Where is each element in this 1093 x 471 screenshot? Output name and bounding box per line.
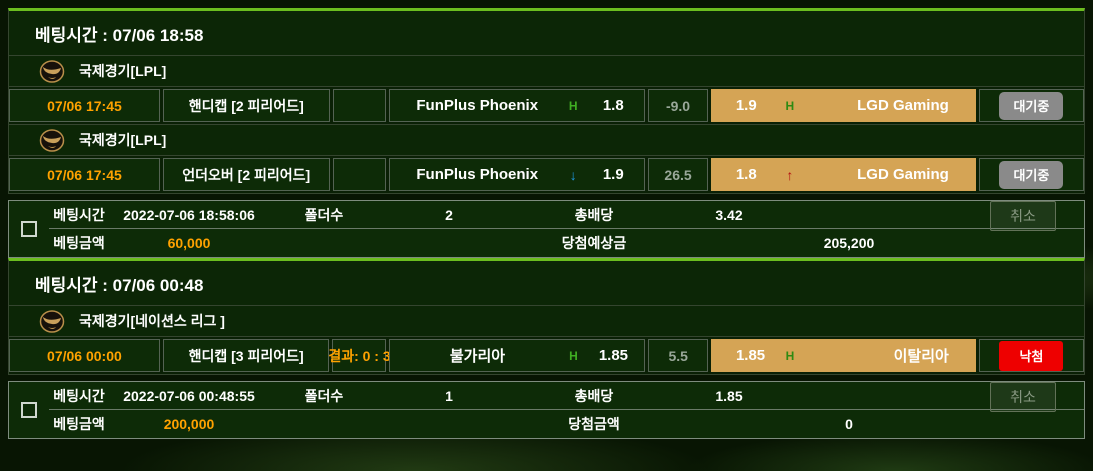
away-odds-cell-selected: 1.85 H 이탈리아 (710, 339, 976, 372)
league-name: 국제경기[LPL] (79, 132, 167, 148)
folders-label: 폴더수 (304, 387, 344, 404)
checkbox-cell (9, 201, 49, 257)
home-odds-cell: FunPlus Phoenix H 1.8 (389, 89, 646, 122)
match-row: 07/06 17:45 핸디캡 [2 피리어드] FunPlus Phoenix… (9, 87, 1084, 124)
league-name: 국제경기[LPL] (79, 63, 167, 79)
home-team-name: FunPlus Phoenix (416, 97, 539, 114)
summary-row: 베팅시간 2022-07-06 00:48:55 폴더수 1 총배당 1.85 (49, 382, 1084, 410)
handicap-line: 5.5 (648, 339, 708, 372)
odds-down-arrow-icon: ↓ (569, 166, 577, 183)
select-bet-checkbox[interactable] (21, 402, 37, 418)
win-amount-label: 당첨금액 (568, 416, 620, 432)
summary-row: 베팅금액 200,000 당첨금액 0 (49, 410, 1084, 438)
match-result: 결과: 0 : 3 (328, 339, 391, 372)
folders-label: 폴더수 (304, 206, 344, 223)
bet-summary: 베팅시간 2022-07-06 18:58:06 폴더수 2 총배당 3.42 … (8, 200, 1085, 258)
bet-amount-value: 60,000 (167, 235, 211, 251)
total-odds-value: 3.42 (715, 206, 743, 223)
bet-type: 핸디캡 [2 피리어드] (162, 89, 330, 122)
summary-row: 베팅금액 60,000 당첨예상금 205,200 (49, 229, 1084, 257)
folders-value: 1 (445, 387, 453, 404)
home-odds: 1.8 (602, 97, 624, 114)
home-odds-cell: 불가리아 H 1.85 (389, 339, 646, 372)
away-odds: 1.8 (735, 166, 757, 183)
handicap-indicator-icon: H (785, 348, 795, 363)
cancel-button[interactable]: 취소 (990, 382, 1056, 412)
match-time: 07/06 17:45 (9, 89, 160, 122)
match-row: 07/06 17:45 언더오버 [2 피리어드] FunPlus Phoeni… (9, 156, 1084, 193)
league-row: 국제경기[LPL] (9, 124, 1084, 156)
win-amount-value: 0 (845, 416, 853, 432)
away-odds-cell-selected: 1.8 ↑ LGD Gaming (710, 158, 976, 191)
bet-time-header: 베팅시간 : 07/06 00:48 (35, 275, 204, 295)
status-cell: 대기중 (978, 89, 1084, 122)
cancel-button[interactable]: 취소 (990, 201, 1056, 231)
home-odds-cell: FunPlus Phoenix ↓ 1.9 (389, 158, 646, 191)
match-result (332, 158, 387, 191)
bet-summary: 베팅시간 2022-07-06 00:48:55 폴더수 1 총배당 1.85 … (8, 381, 1085, 439)
handicap-line: 26.5 (648, 158, 708, 191)
bet-time-value: 2022-07-06 18:58:06 (123, 206, 255, 223)
odds-up-arrow-icon: ↑ (786, 166, 794, 183)
away-team-name: 이탈리아 (893, 348, 949, 365)
league-name: 국제경기[네이션스 리그 ] (79, 313, 225, 329)
away-team-name: LGD Gaming (857, 97, 949, 114)
bet-amount-value: 200,000 (163, 416, 215, 432)
match-time: 07/06 17:45 (9, 158, 160, 191)
summary-row: 베팅시간 2022-07-06 18:58:06 폴더수 2 총배당 3.42 (49, 201, 1084, 229)
checkbox-cell (9, 382, 49, 438)
globe-icon (39, 309, 65, 333)
globe-icon (39, 59, 65, 83)
handicap-indicator-icon: H (568, 98, 578, 113)
away-odds: 1.85 (735, 347, 766, 364)
status-badge-pending: 대기중 (999, 160, 1064, 189)
away-odds: 1.9 (735, 97, 757, 114)
home-odds: 1.9 (602, 166, 624, 183)
bet-amount-label: 베팅금액 (53, 235, 105, 251)
bet-type: 핸디캡 [3 피리어드] (162, 339, 330, 372)
expected-win-label: 당첨예상금 (561, 235, 627, 251)
total-odds-label: 총배당 (574, 387, 614, 404)
total-odds-value: 1.85 (715, 387, 743, 404)
status-badge-pending: 대기중 (999, 91, 1064, 120)
status-cell: 대기중 (978, 158, 1084, 191)
bet-slip-section: 베팅시간 : 07/06 18:58 국제경기[LPL] 07/06 17:45… (8, 8, 1085, 194)
handicap-indicator-icon: H (785, 98, 795, 113)
league-row: 국제경기[네이션스 리그 ] (9, 305, 1084, 337)
match-time: 07/06 00:00 (9, 339, 160, 372)
home-odds: 1.85 (598, 347, 629, 364)
away-team-name: LGD Gaming (857, 166, 949, 183)
bet-time-header: 베팅시간 : 07/06 18:58 (35, 25, 204, 45)
bet-type: 언더오버 [2 피리어드] (162, 158, 330, 191)
select-bet-checkbox[interactable] (21, 221, 37, 237)
handicap-line: -9.0 (648, 89, 708, 122)
total-odds-label: 총배당 (574, 206, 614, 223)
folders-value: 2 (445, 206, 453, 223)
handicap-indicator-icon: H (569, 348, 578, 363)
bet-amount-label: 베팅금액 (53, 416, 105, 432)
globe-icon (39, 128, 65, 152)
bet-time-value: 2022-07-06 00:48:55 (123, 387, 255, 404)
match-row: 07/06 00:00 핸디캡 [3 피리어드] 결과: 0 : 3 불가리아 … (9, 337, 1084, 374)
bet-slip-section: 베팅시간 : 07/06 00:48 국제경기[네이션스 리그 ] 07/06 … (8, 258, 1085, 375)
home-team-name: 불가리아 (449, 348, 506, 365)
bet-time-label: 베팅시간 (53, 387, 105, 404)
league-row: 국제경기[LPL] (9, 55, 1084, 87)
status-cell: 낙첨 (978, 339, 1084, 372)
expected-win-value: 205,200 (823, 235, 875, 251)
status-badge-lost: 낙첨 (999, 340, 1064, 371)
away-odds-cell-selected: 1.9 H LGD Gaming (710, 89, 976, 122)
match-result (332, 89, 387, 122)
bet-time-label: 베팅시간 (53, 206, 105, 223)
home-team-name: FunPlus Phoenix (416, 166, 539, 183)
